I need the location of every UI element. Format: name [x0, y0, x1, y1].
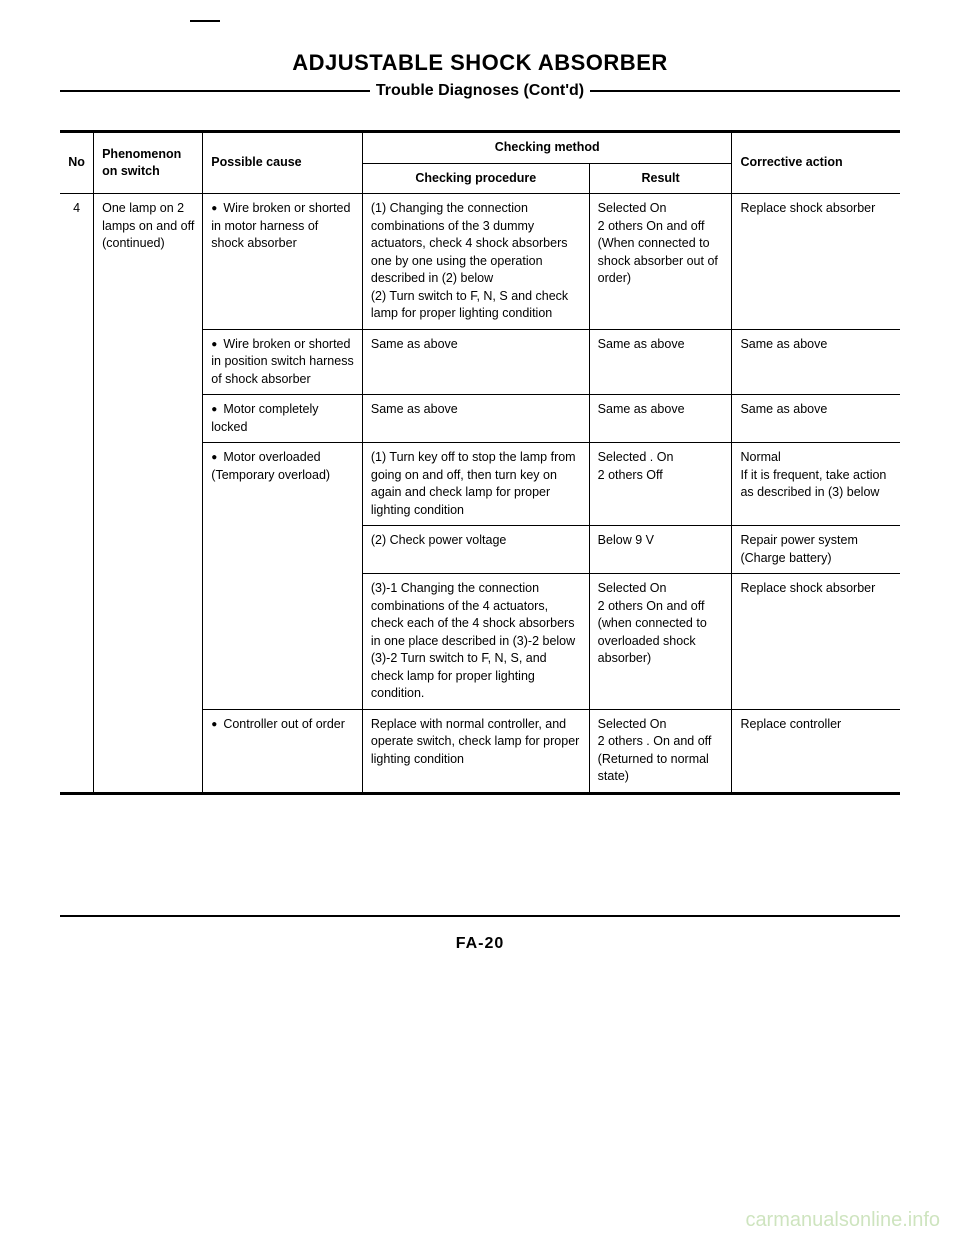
cell-cause-0: Wire broken or shorted in motor harness … — [203, 194, 363, 330]
cell-result-4: Below 9 V — [589, 526, 732, 574]
cell-corr-2: Same as above — [732, 395, 900, 443]
watermark: carmanualsonline.info — [745, 1209, 940, 1232]
cell-cause-3: Motor overloaded (Temporary overload) — [203, 443, 363, 710]
cell-corr-5: Replace shock absorber — [732, 574, 900, 710]
cell-proc-4: (2) Check power voltage — [362, 526, 589, 574]
subtitle-line-right — [590, 90, 900, 92]
th-phenomenon: Phenomenon on switch — [94, 132, 203, 194]
cell-cause-2: Motor completely locked — [203, 395, 363, 443]
cell-result-1: Same as above — [589, 329, 732, 395]
footer-line — [60, 915, 900, 917]
proc-text-5: (3)-1 Changing the connection combinatio… — [371, 581, 575, 700]
result-text-3: Selected . On 2 others Off — [598, 450, 674, 482]
cell-cause-1: Wire broken or shorted in position switc… — [203, 329, 363, 395]
cell-phenomenon: One lamp on 2 lamps on and off (continue… — [94, 194, 203, 794]
th-no: No — [60, 132, 94, 194]
th-corrective: Corrective action — [732, 132, 900, 194]
cell-corr-0: Replace shock absorber — [732, 194, 900, 330]
corr-text-5: Replace shock absorber — [740, 581, 875, 595]
cell-result-0: Selected On 2 others On and off (When co… — [589, 194, 732, 330]
th-procedure: Checking procedure — [362, 163, 589, 194]
cell-no: 4 — [60, 194, 94, 794]
cell-result-2: Same as above — [589, 395, 732, 443]
corr-text-0: Replace shock absorber — [740, 201, 875, 215]
cause-text-2: Motor completely locked — [211, 401, 354, 436]
cell-corr-1: Same as above — [732, 329, 900, 395]
cause-text-0: Wire broken or shorted in motor harness … — [211, 200, 354, 253]
subtitle-text: Trouble Diagnoses (Cont'd) — [370, 82, 590, 100]
cell-corr-3: Normal If it is frequent, take action as… — [732, 443, 900, 526]
cause-text-3: Motor overloaded (Temporary overload) — [211, 449, 354, 484]
result-text-0: Selected On 2 others On and off (When co… — [598, 201, 718, 285]
th-checking-method: Checking method — [362, 132, 732, 164]
proc-text-0: (1) Changing the connection combinations… — [371, 201, 568, 320]
proc-text-6: Replace with normal controller, and oper… — [371, 717, 579, 766]
top-dash-decoration — [190, 20, 220, 22]
cell-proc-0: (1) Changing the connection combinations… — [362, 194, 589, 330]
th-cause: Possible cause — [203, 132, 363, 194]
cell-proc-2: Same as above — [362, 395, 589, 443]
cell-proc-5: (3)-1 Changing the connection combinatio… — [362, 574, 589, 710]
cell-corr-6: Replace controller — [732, 709, 900, 793]
cell-result-3: Selected . On 2 others Off — [589, 443, 732, 526]
result-text-6: Selected On 2 others . On and off (Retur… — [598, 717, 712, 784]
cell-proc-3: (1) Turn key off to stop the lamp from g… — [362, 443, 589, 526]
page-number: FA-20 — [60, 935, 900, 953]
result-text-5: Selected On 2 others On and off (when co… — [598, 581, 707, 665]
diagnosis-table: No Phenomenon on switch Possible cause C… — [60, 130, 900, 795]
cause-text-1: Wire broken or shorted in position switc… — [211, 336, 354, 389]
cell-corr-4: Repair power system (Charge battery) — [732, 526, 900, 574]
cell-result-5: Selected On 2 others On and off (when co… — [589, 574, 732, 710]
corr-text-3: Normal If it is frequent, take action as… — [740, 450, 886, 499]
th-result: Result — [589, 163, 732, 194]
cell-cause-6: Controller out of order — [203, 709, 363, 793]
cell-proc-6: Replace with normal controller, and oper… — [362, 709, 589, 793]
cell-result-6: Selected On 2 others . On and off (Retur… — [589, 709, 732, 793]
cell-proc-1: Same as above — [362, 329, 589, 395]
page-title: ADJUSTABLE SHOCK ABSORBER — [60, 50, 900, 76]
cause-text-6: Controller out of order — [211, 716, 354, 734]
subtitle-row: Trouble Diagnoses (Cont'd) — [60, 82, 900, 100]
subtitle-line-left — [60, 90, 370, 92]
proc-text-3: (1) Turn key off to stop the lamp from g… — [371, 450, 576, 517]
